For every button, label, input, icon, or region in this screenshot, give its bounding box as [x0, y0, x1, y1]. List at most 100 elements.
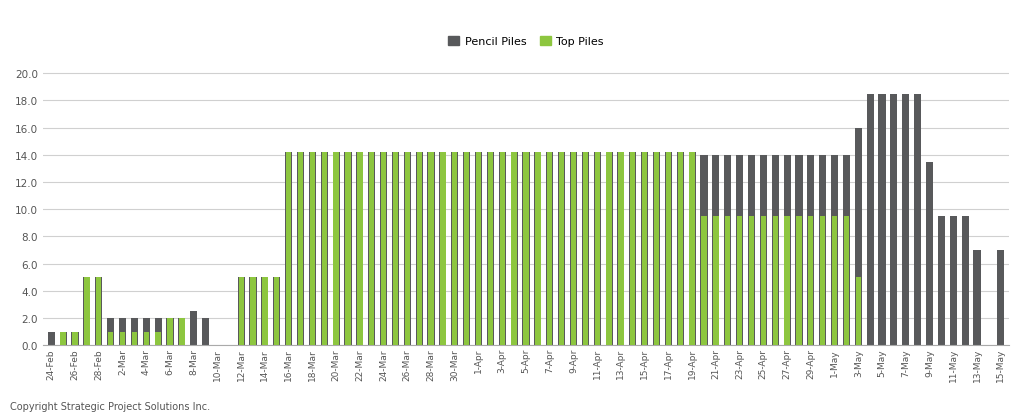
Bar	[59, 332, 67, 345]
Bar	[629, 153, 636, 345]
Bar	[500, 153, 505, 345]
Bar	[808, 216, 813, 345]
Bar	[392, 153, 399, 345]
Bar	[902, 95, 909, 345]
Bar	[843, 155, 850, 345]
Bar	[178, 318, 185, 345]
Bar	[345, 153, 350, 345]
Bar	[536, 153, 541, 345]
Bar	[120, 332, 125, 345]
Bar	[701, 216, 707, 345]
Bar	[653, 153, 660, 345]
Bar	[322, 153, 327, 345]
Bar	[582, 153, 589, 345]
Bar	[926, 162, 933, 345]
Bar	[286, 153, 291, 345]
Bar	[938, 216, 945, 345]
Bar	[772, 155, 779, 345]
Bar	[511, 153, 518, 345]
Bar	[678, 153, 683, 345]
Bar	[463, 153, 470, 345]
Bar	[511, 153, 517, 345]
Bar	[783, 155, 791, 345]
Bar	[239, 278, 244, 345]
Bar	[819, 155, 826, 345]
Bar	[760, 155, 767, 345]
Bar	[250, 278, 257, 345]
Bar	[700, 155, 708, 345]
Bar	[357, 153, 362, 345]
Bar	[724, 155, 731, 345]
Bar	[736, 155, 743, 345]
Bar	[83, 278, 90, 345]
Bar	[251, 278, 256, 345]
Bar	[856, 278, 861, 345]
Bar	[95, 278, 102, 345]
Bar	[403, 153, 411, 345]
Bar	[156, 332, 161, 345]
Bar	[417, 153, 422, 345]
Bar	[677, 153, 684, 345]
Bar	[309, 153, 315, 345]
Bar	[962, 216, 969, 345]
Bar	[688, 153, 695, 345]
Bar	[689, 153, 695, 345]
Bar	[427, 153, 434, 345]
Bar	[238, 278, 245, 345]
Bar	[321, 153, 328, 345]
Bar	[84, 278, 89, 345]
Bar	[416, 153, 423, 345]
Legend: Pencil Piles, Top Piles: Pencil Piles, Top Piles	[449, 37, 604, 47]
Bar	[605, 153, 612, 345]
Bar	[285, 153, 292, 345]
Bar	[167, 318, 173, 345]
Bar	[617, 153, 625, 345]
Bar	[72, 332, 79, 345]
Bar	[476, 153, 481, 345]
Bar	[997, 250, 1005, 345]
Bar	[949, 216, 956, 345]
Bar	[831, 216, 838, 345]
Bar	[487, 153, 494, 345]
Bar	[356, 153, 364, 345]
Bar	[523, 153, 528, 345]
Bar	[393, 153, 398, 345]
Bar	[725, 216, 730, 345]
Bar	[333, 153, 340, 345]
Text: Copyright Strategic Project Solutions Inc.: Copyright Strategic Project Solutions In…	[10, 401, 210, 411]
Bar	[831, 155, 838, 345]
Bar	[96, 278, 101, 345]
Bar	[404, 153, 410, 345]
Bar	[630, 153, 636, 345]
Bar	[642, 153, 647, 345]
Bar	[594, 153, 601, 345]
Bar	[369, 153, 375, 345]
Bar	[570, 153, 577, 345]
Bar	[606, 153, 611, 345]
Bar	[784, 216, 790, 345]
Bar	[108, 332, 114, 345]
Bar	[273, 278, 281, 345]
Bar	[866, 95, 873, 345]
Bar	[190, 311, 198, 345]
Bar	[464, 153, 469, 345]
Bar	[108, 318, 115, 345]
Bar	[486, 153, 494, 345]
Bar	[440, 153, 445, 345]
Bar	[595, 153, 600, 345]
Bar	[749, 216, 754, 345]
Bar	[143, 332, 148, 345]
Bar	[974, 250, 981, 345]
Bar	[807, 155, 814, 345]
Bar	[499, 153, 506, 345]
Bar	[167, 318, 173, 345]
Bar	[73, 332, 78, 345]
Bar	[155, 318, 162, 345]
Bar	[855, 128, 862, 345]
Bar	[535, 153, 542, 345]
Bar	[522, 153, 529, 345]
Bar	[797, 216, 802, 345]
Bar	[202, 318, 209, 345]
Bar	[772, 216, 778, 345]
Bar	[547, 153, 552, 345]
